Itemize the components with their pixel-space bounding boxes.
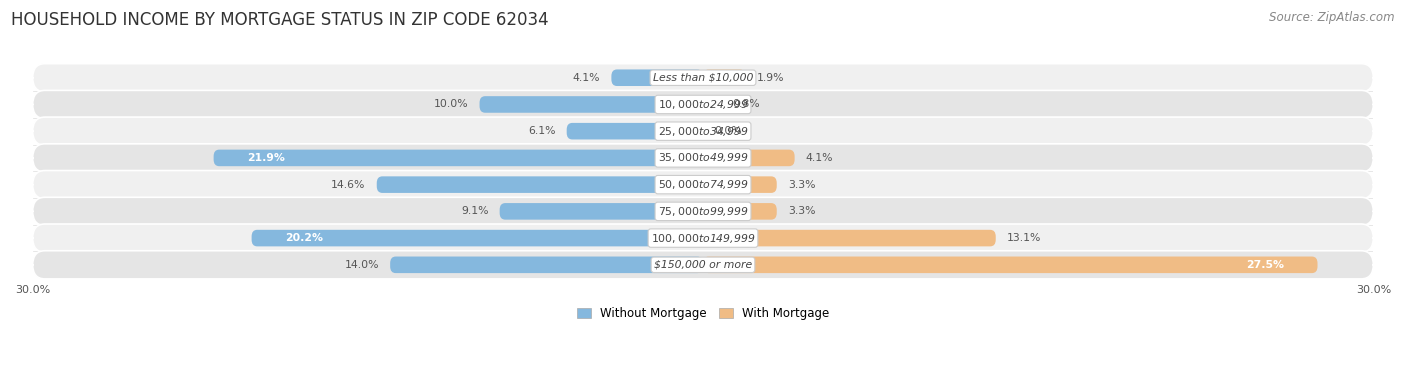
FancyBboxPatch shape — [703, 96, 721, 113]
FancyBboxPatch shape — [499, 203, 703, 220]
Text: 4.1%: 4.1% — [572, 73, 600, 83]
Text: 3.3%: 3.3% — [787, 180, 815, 190]
FancyBboxPatch shape — [32, 251, 1374, 279]
Text: 4.1%: 4.1% — [806, 153, 834, 163]
FancyBboxPatch shape — [703, 150, 794, 166]
FancyBboxPatch shape — [32, 170, 1374, 199]
Legend: Without Mortgage, With Mortgage: Without Mortgage, With Mortgage — [572, 303, 834, 325]
Text: $100,000 to $149,999: $100,000 to $149,999 — [651, 232, 755, 245]
Text: 14.6%: 14.6% — [332, 180, 366, 190]
FancyBboxPatch shape — [32, 64, 1374, 92]
Text: 21.9%: 21.9% — [247, 153, 285, 163]
FancyBboxPatch shape — [32, 224, 1374, 252]
Text: HOUSEHOLD INCOME BY MORTGAGE STATUS IN ZIP CODE 62034: HOUSEHOLD INCOME BY MORTGAGE STATUS IN Z… — [11, 11, 548, 29]
Text: $10,000 to $24,999: $10,000 to $24,999 — [658, 98, 748, 111]
FancyBboxPatch shape — [703, 203, 776, 220]
Text: $75,000 to $99,999: $75,000 to $99,999 — [658, 205, 748, 218]
FancyBboxPatch shape — [32, 90, 1374, 119]
Text: 20.2%: 20.2% — [285, 233, 323, 243]
Text: 6.1%: 6.1% — [529, 126, 555, 136]
Text: 9.1%: 9.1% — [461, 206, 488, 216]
Text: 1.9%: 1.9% — [756, 73, 785, 83]
Text: 27.5%: 27.5% — [1246, 260, 1284, 270]
Text: 3.3%: 3.3% — [787, 206, 815, 216]
Text: $50,000 to $74,999: $50,000 to $74,999 — [658, 178, 748, 191]
Text: $150,000 or more: $150,000 or more — [654, 260, 752, 270]
Text: Source: ZipAtlas.com: Source: ZipAtlas.com — [1270, 11, 1395, 24]
Text: Less than $10,000: Less than $10,000 — [652, 73, 754, 83]
FancyBboxPatch shape — [703, 257, 1317, 273]
FancyBboxPatch shape — [703, 177, 776, 193]
FancyBboxPatch shape — [612, 70, 703, 86]
Text: $25,000 to $34,999: $25,000 to $34,999 — [658, 125, 748, 138]
FancyBboxPatch shape — [389, 257, 703, 273]
FancyBboxPatch shape — [703, 230, 995, 246]
Text: 0.8%: 0.8% — [733, 99, 759, 110]
FancyBboxPatch shape — [377, 177, 703, 193]
FancyBboxPatch shape — [32, 197, 1374, 225]
Text: $35,000 to $49,999: $35,000 to $49,999 — [658, 152, 748, 164]
FancyBboxPatch shape — [252, 230, 703, 246]
FancyBboxPatch shape — [567, 123, 703, 139]
Text: 0.0%: 0.0% — [714, 126, 742, 136]
Text: 14.0%: 14.0% — [344, 260, 380, 270]
FancyBboxPatch shape — [214, 150, 703, 166]
FancyBboxPatch shape — [703, 70, 745, 86]
FancyBboxPatch shape — [479, 96, 703, 113]
FancyBboxPatch shape — [32, 144, 1374, 172]
Text: 13.1%: 13.1% — [1007, 233, 1042, 243]
FancyBboxPatch shape — [32, 117, 1374, 145]
Text: 10.0%: 10.0% — [433, 99, 468, 110]
